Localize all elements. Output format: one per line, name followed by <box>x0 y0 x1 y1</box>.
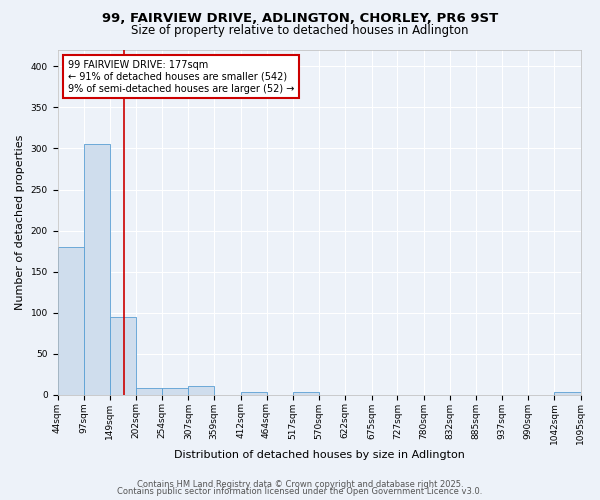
Y-axis label: Number of detached properties: Number of detached properties <box>15 134 25 310</box>
Bar <box>293 392 319 394</box>
Bar <box>110 316 136 394</box>
Bar <box>554 392 581 394</box>
Bar <box>58 247 84 394</box>
Text: Size of property relative to detached houses in Adlington: Size of property relative to detached ho… <box>131 24 469 37</box>
X-axis label: Distribution of detached houses by size in Adlington: Distribution of detached houses by size … <box>173 450 464 460</box>
Text: 99, FAIRVIEW DRIVE, ADLINGTON, CHORLEY, PR6 9ST: 99, FAIRVIEW DRIVE, ADLINGTON, CHORLEY, … <box>102 12 498 26</box>
Text: 99 FAIRVIEW DRIVE: 177sqm
← 91% of detached houses are smaller (542)
9% of semi-: 99 FAIRVIEW DRIVE: 177sqm ← 91% of detac… <box>68 60 295 94</box>
Bar <box>188 386 214 394</box>
Bar <box>162 388 188 394</box>
Bar <box>241 392 266 394</box>
Text: Contains public sector information licensed under the Open Government Licence v3: Contains public sector information licen… <box>118 487 482 496</box>
Bar <box>136 388 162 394</box>
Text: Contains HM Land Registry data © Crown copyright and database right 2025.: Contains HM Land Registry data © Crown c… <box>137 480 463 489</box>
Bar <box>84 144 110 394</box>
